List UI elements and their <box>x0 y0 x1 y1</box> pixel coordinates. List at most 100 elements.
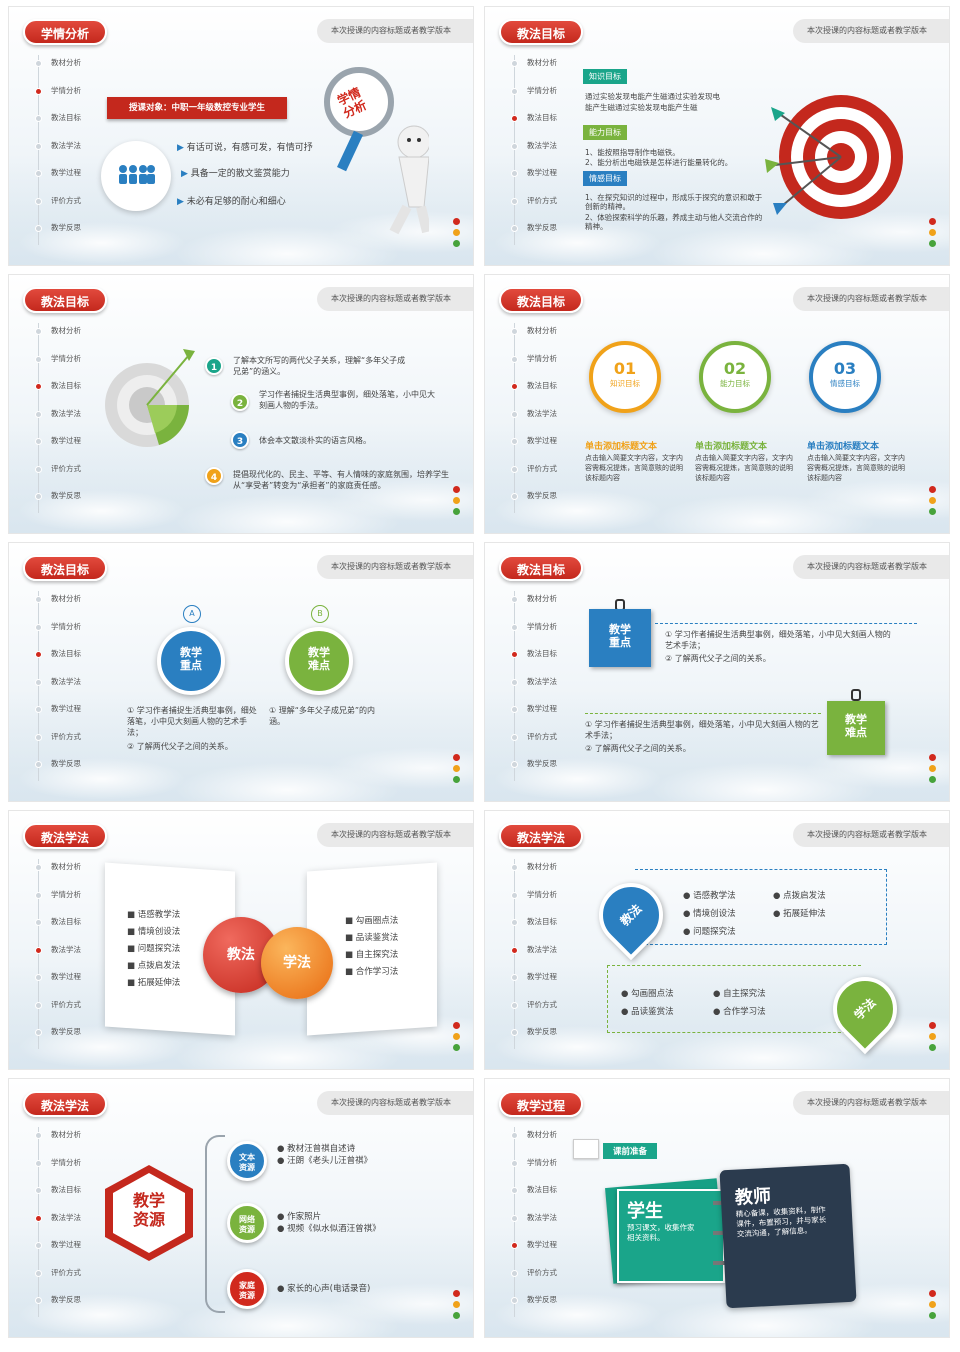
slide-2[interactable]: 教法目标 本次授课的内容标题或者教学版本 教材分析 学情分析 教法目标 教法学法… <box>484 6 950 266</box>
nav-item[interactable]: 评价方式 <box>509 1265 589 1293</box>
nav-item[interactable]: 教法学法 <box>33 674 113 702</box>
slide-6[interactable]: 教法目标 本次授课的内容标题或者教学版本 教材分析 学情分析 教法目标 教法学法… <box>484 542 950 802</box>
slide-title: 教法学法 <box>499 823 584 849</box>
nav-item[interactable]: 教材分析 <box>509 1127 589 1155</box>
nav-item[interactable]: 教法学法 <box>509 138 589 166</box>
list-item: ● 语感教学法 <box>683 891 736 901</box>
slide-3[interactable]: 教法目标 本次授课的内容标题或者教学版本 教材分析 学情分析 教法目标 教法学法… <box>8 274 474 534</box>
nav-item[interactable]: 教学反思 <box>509 220 589 248</box>
nav-item[interactable]: 学情分析 <box>509 619 589 647</box>
nav-item[interactable]: 教法学法 <box>33 406 113 434</box>
nav-item-active[interactable]: 教法学法 <box>33 942 113 970</box>
nav-item-active[interactable]: 教学过程 <box>509 1237 589 1265</box>
nav-item[interactable]: 教材分析 <box>509 323 589 351</box>
nav-item[interactable]: 教法目标 <box>509 1182 589 1210</box>
nav-item[interactable]: 学情分析 <box>33 619 113 647</box>
nav-item[interactable]: 教法学法 <box>509 1210 589 1238</box>
nav-item[interactable]: 教学反思 <box>33 756 113 784</box>
nav-item[interactable]: 教材分析 <box>33 859 113 887</box>
nav-item[interactable]: 评价方式 <box>509 461 589 489</box>
nav-item[interactable]: 教法学法 <box>509 406 589 434</box>
slide-title: 教法学法 <box>23 1091 108 1117</box>
nav-item[interactable]: 学情分析 <box>509 1155 589 1183</box>
nav-item[interactable]: 评价方式 <box>509 193 589 221</box>
nav-item-active[interactable]: 教法学法 <box>509 942 589 970</box>
nav-item[interactable]: 学情分析 <box>33 1155 113 1183</box>
goal-body-3: 点击输入简要文字内容，文字内容需概况提炼，言简意赅的说明该标题内容 <box>807 454 905 482</box>
top-line <box>655 623 917 624</box>
slide-9[interactable]: 教法学法 本次授课的内容标题或者教学版本 教材分析 学情分析 教法目标 教法学法… <box>8 1078 474 1338</box>
list-item: ● 点拨启发法 <box>773 891 826 901</box>
learning-col-1: ● 勾画圈点法 ● 品读鉴赏法 <box>621 985 674 1021</box>
slide-title: 教法目标 <box>499 287 584 313</box>
nav-item[interactable]: 教材分析 <box>509 859 589 887</box>
nav-item[interactable]: 教材分析 <box>33 55 113 83</box>
nav-item-active[interactable]: 教法目标 <box>33 646 113 674</box>
nav-item[interactable]: 教学过程 <box>509 701 589 729</box>
key-point-text-2: ② 了解两代父子之间的关系。 <box>665 654 771 663</box>
nav-item[interactable]: 教学过程 <box>509 969 589 997</box>
nav-item[interactable]: 评价方式 <box>509 997 589 1025</box>
nav-item[interactable]: 教法目标 <box>509 914 589 942</box>
nav-item[interactable]: 学情分析 <box>509 351 589 379</box>
nav-item[interactable]: 教学反思 <box>509 1024 589 1052</box>
list-item: ■ 自主探究法 <box>345 950 399 960</box>
nav-item[interactable]: 教学反思 <box>509 488 589 516</box>
nav-item[interactable]: 教学过程 <box>33 701 113 729</box>
nav-item[interactable]: 教学过程 <box>509 165 589 193</box>
nav-item[interactable]: 评价方式 <box>33 461 113 489</box>
nav-item[interactable]: 教学反思 <box>33 220 113 248</box>
nav-item-active[interactable]: 教法学法 <box>33 1210 113 1238</box>
nav-item[interactable]: 教法目标 <box>33 110 113 138</box>
side-nav: 教材分析 学情分析 教法目标 教法学法 教学过程 评价方式 教学反思 <box>509 323 589 516</box>
nav-item-active[interactable]: 教法目标 <box>509 110 589 138</box>
clip-icon <box>851 689 861 701</box>
nav-item[interactable]: 学情分析 <box>509 887 589 915</box>
nav-item[interactable]: 教学反思 <box>509 756 589 784</box>
nav-item[interactable]: 教材分析 <box>509 591 589 619</box>
nav-item[interactable]: 评价方式 <box>509 729 589 757</box>
nav-item[interactable]: 教法目标 <box>33 1182 113 1210</box>
nav-item[interactable]: 评价方式 <box>33 997 113 1025</box>
nav-item[interactable]: 教材分析 <box>33 323 113 351</box>
nav-item[interactable]: 教材分析 <box>509 55 589 83</box>
nav-item[interactable]: 教学过程 <box>33 433 113 461</box>
slide-1[interactable]: 学情分析 本次授课的内容标题或者教学版本 教材分析 学情分析 教法目标 教法学法… <box>8 6 474 266</box>
slide-8[interactable]: 教法学法 本次授课的内容标题或者教学版本 教材分析 学情分析 教法目标 教法学法… <box>484 810 950 1070</box>
subtitle-bar: 本次授课的内容标题或者教学版本 <box>793 1091 949 1115</box>
nav-item[interactable]: 学情分析 <box>33 887 113 915</box>
nav-item[interactable]: 教学反思 <box>33 1024 113 1052</box>
nav-item[interactable]: 教学反思 <box>509 1292 589 1320</box>
slide-5[interactable]: 教法目标 本次授课的内容标题或者教学版本 教材分析 学情分析 教法目标 教法学法… <box>8 542 474 802</box>
nav-item[interactable]: 教学过程 <box>33 969 113 997</box>
nav-item[interactable]: 教学过程 <box>509 433 589 461</box>
slide-7[interactable]: 教法学法 本次授课的内容标题或者教学版本 教材分析 学情分析 教法目标 教法学法… <box>8 810 474 1070</box>
resource-badge-1: 文本 资源 <box>227 1141 267 1181</box>
nav-item-active[interactable]: 教法目标 <box>509 646 589 674</box>
nav-item[interactable]: 学情分析 <box>509 83 589 111</box>
nav-item[interactable]: 教学过程 <box>33 1237 113 1265</box>
nav-item[interactable]: 教学反思 <box>33 488 113 516</box>
nav-item[interactable]: 评价方式 <box>33 729 113 757</box>
prep-tag: 课前准备 <box>603 1143 658 1159</box>
nav-item[interactable]: 评价方式 <box>33 1265 113 1293</box>
nav-item-active[interactable]: 教法目标 <box>33 378 113 406</box>
traffic-lights <box>453 754 463 787</box>
nav-item[interactable]: 教材分析 <box>33 591 113 619</box>
slide-10[interactable]: 教学过程 本次授课的内容标题或者教学版本 教材分析 学情分析 教法目标 教法学法… <box>484 1078 950 1338</box>
subtitle-bar: 本次授课的内容标题或者教学版本 <box>793 555 949 579</box>
nav-item[interactable]: 教法学法 <box>509 674 589 702</box>
nav-item[interactable]: 学情分析 <box>33 351 113 379</box>
nav-item[interactable]: 教学反思 <box>33 1292 113 1320</box>
cloud-background <box>9 155 473 265</box>
nav-item[interactable]: 教材分析 <box>33 1127 113 1155</box>
difficulty-text-2: ② 了解两代父子之间的关系。 <box>585 744 691 753</box>
nav-item[interactable]: 教法学法 <box>33 138 113 166</box>
nav-item[interactable]: 教法目标 <box>33 914 113 942</box>
nav-item[interactable]: 教学过程 <box>33 165 113 193</box>
nav-item[interactable]: 评价方式 <box>33 193 113 221</box>
slide-4[interactable]: 教法目标 本次授课的内容标题或者教学版本 教材分析 学情分析 教法目标 教法学法… <box>484 274 950 534</box>
nav-item-active[interactable]: 学情分析 <box>33 83 113 111</box>
side-nav: 教材分析 学情分析 教法目标 教法学法 教学过程 评价方式 教学反思 <box>509 859 589 1052</box>
nav-item-active[interactable]: 教法目标 <box>509 378 589 406</box>
